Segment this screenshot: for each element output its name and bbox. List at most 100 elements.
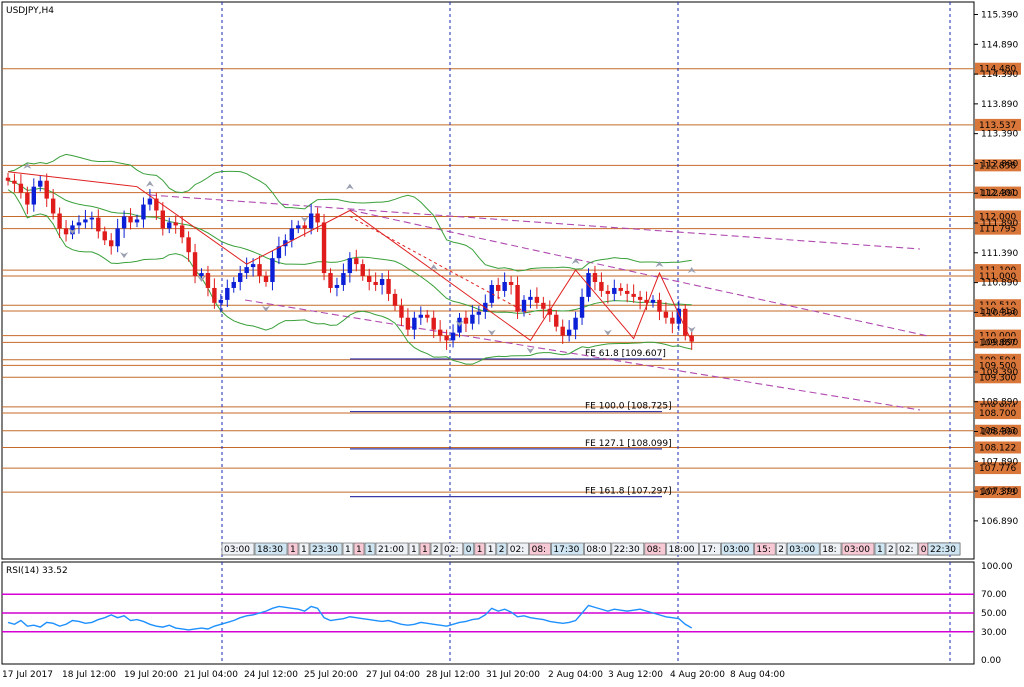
session-box [551, 542, 584, 556]
session-label: 1 [290, 545, 296, 555]
time-label: 3 Aug 12:00 [608, 670, 663, 680]
level-price-label: 114.480 [979, 65, 1016, 75]
session-box [699, 542, 721, 556]
level-price-label: 112.000 [979, 212, 1016, 222]
session-box [754, 542, 776, 556]
time-label: 21 Jul 04:00 [184, 670, 238, 680]
candle-body [38, 180, 43, 187]
session-box [430, 542, 442, 556]
candle-body [70, 225, 75, 235]
candle-body [160, 210, 165, 229]
candle-body [689, 335, 694, 342]
session-box [221, 542, 255, 556]
session-box [644, 542, 666, 556]
zigzag-projection [349, 216, 531, 316]
session-label: 08: [532, 545, 546, 555]
candle-body [521, 299, 527, 312]
session-box [874, 542, 886, 556]
level-price-tag [975, 210, 1021, 223]
level-price-label: 111.795 [979, 225, 1016, 235]
candle-body [354, 258, 359, 265]
session-box [298, 542, 310, 556]
level-price-tag [975, 407, 1021, 420]
candle-body [373, 281, 378, 285]
level-price-tag [975, 62, 1021, 75]
level-price-label: 107.776 [979, 464, 1016, 474]
candle-body [425, 314, 430, 318]
fractal-arrow [455, 320, 464, 327]
session-box [885, 542, 897, 556]
session-label: 2 [888, 545, 894, 555]
session-label: 02: [510, 545, 524, 555]
session-box [309, 542, 343, 556]
session-box [819, 542, 842, 556]
session-box [927, 542, 961, 556]
candle-body [676, 308, 681, 324]
candle-body [186, 237, 191, 253]
fibo-expansion-label: FE 127.1 [108.099] [585, 439, 672, 449]
price-tick-label: 107.390 [981, 487, 1018, 497]
session-label: 21:00 [378, 545, 404, 555]
fractal-arrow [429, 264, 438, 271]
session-label: 1 [488, 545, 494, 555]
candle-body [315, 213, 320, 223]
candle-body [57, 213, 62, 229]
level-price-tag [975, 424, 1021, 437]
candle-body [663, 311, 669, 318]
level-price-tag [975, 305, 1021, 318]
level-price-tag [975, 359, 1021, 372]
level-price-tag [975, 118, 1021, 131]
candle-body [18, 183, 24, 193]
rsi-tick-label: 70.00 [981, 590, 1007, 600]
session-label: 1 [367, 545, 373, 555]
fractal-arrow [526, 347, 535, 354]
candle-body [231, 281, 236, 288]
time-label: 17 Jul 2017 [2, 670, 53, 680]
candle-body [554, 314, 559, 327]
session-label: 1 [301, 545, 307, 555]
session-label: 03:00 [789, 545, 815, 555]
zigzag-line [7, 171, 693, 342]
candle-body [199, 273, 204, 277]
session-label: 15: [756, 545, 770, 555]
candle-body [115, 228, 120, 247]
fractal-arrow [687, 267, 696, 274]
candle-body [573, 317, 578, 330]
price-tick-label: 106.890 [981, 517, 1018, 527]
band-upper [7, 153, 692, 272]
fractal-arrow [571, 258, 580, 265]
candle-body [31, 186, 36, 205]
level-price-label: 113.537 [979, 121, 1016, 131]
candle-body [192, 252, 198, 277]
time-label: 8 Aug 04:00 [730, 670, 785, 680]
fractal-arrow [687, 326, 696, 333]
candle-body [392, 293, 398, 306]
session-box [507, 542, 529, 556]
session-label: 1 [411, 545, 417, 555]
session-label: 17:30 [553, 545, 579, 555]
session-box [353, 542, 365, 556]
level-price-tag [975, 371, 1021, 384]
rsi-tick-label: 100.00 [981, 562, 1013, 572]
candle-body [657, 299, 662, 312]
candle-body [412, 317, 417, 330]
fibo-expansion-label: FE 61.8 [109.607] [585, 349, 666, 359]
price-tick-label: 114.390 [981, 70, 1018, 80]
candle-body [283, 240, 288, 247]
fractal-arrow [262, 305, 270, 312]
level-price-label: 108.700 [979, 409, 1016, 419]
candle-body [321, 222, 327, 274]
session-label: 1 [477, 545, 483, 555]
level-price-tag [975, 462, 1021, 475]
level-price-tag [975, 336, 1021, 349]
candle-body [547, 308, 552, 315]
price-tick-label: 113.890 [981, 100, 1018, 110]
candle-body [528, 296, 533, 300]
session-label: 03:00 [844, 545, 870, 555]
rsi-line [7, 604, 693, 631]
session-label: 18:00 [669, 545, 695, 555]
fractal-arrow [68, 228, 77, 235]
candle-body [450, 332, 456, 341]
candle-body [128, 216, 133, 223]
time-label: 18 Jul 12:00 [62, 670, 116, 680]
